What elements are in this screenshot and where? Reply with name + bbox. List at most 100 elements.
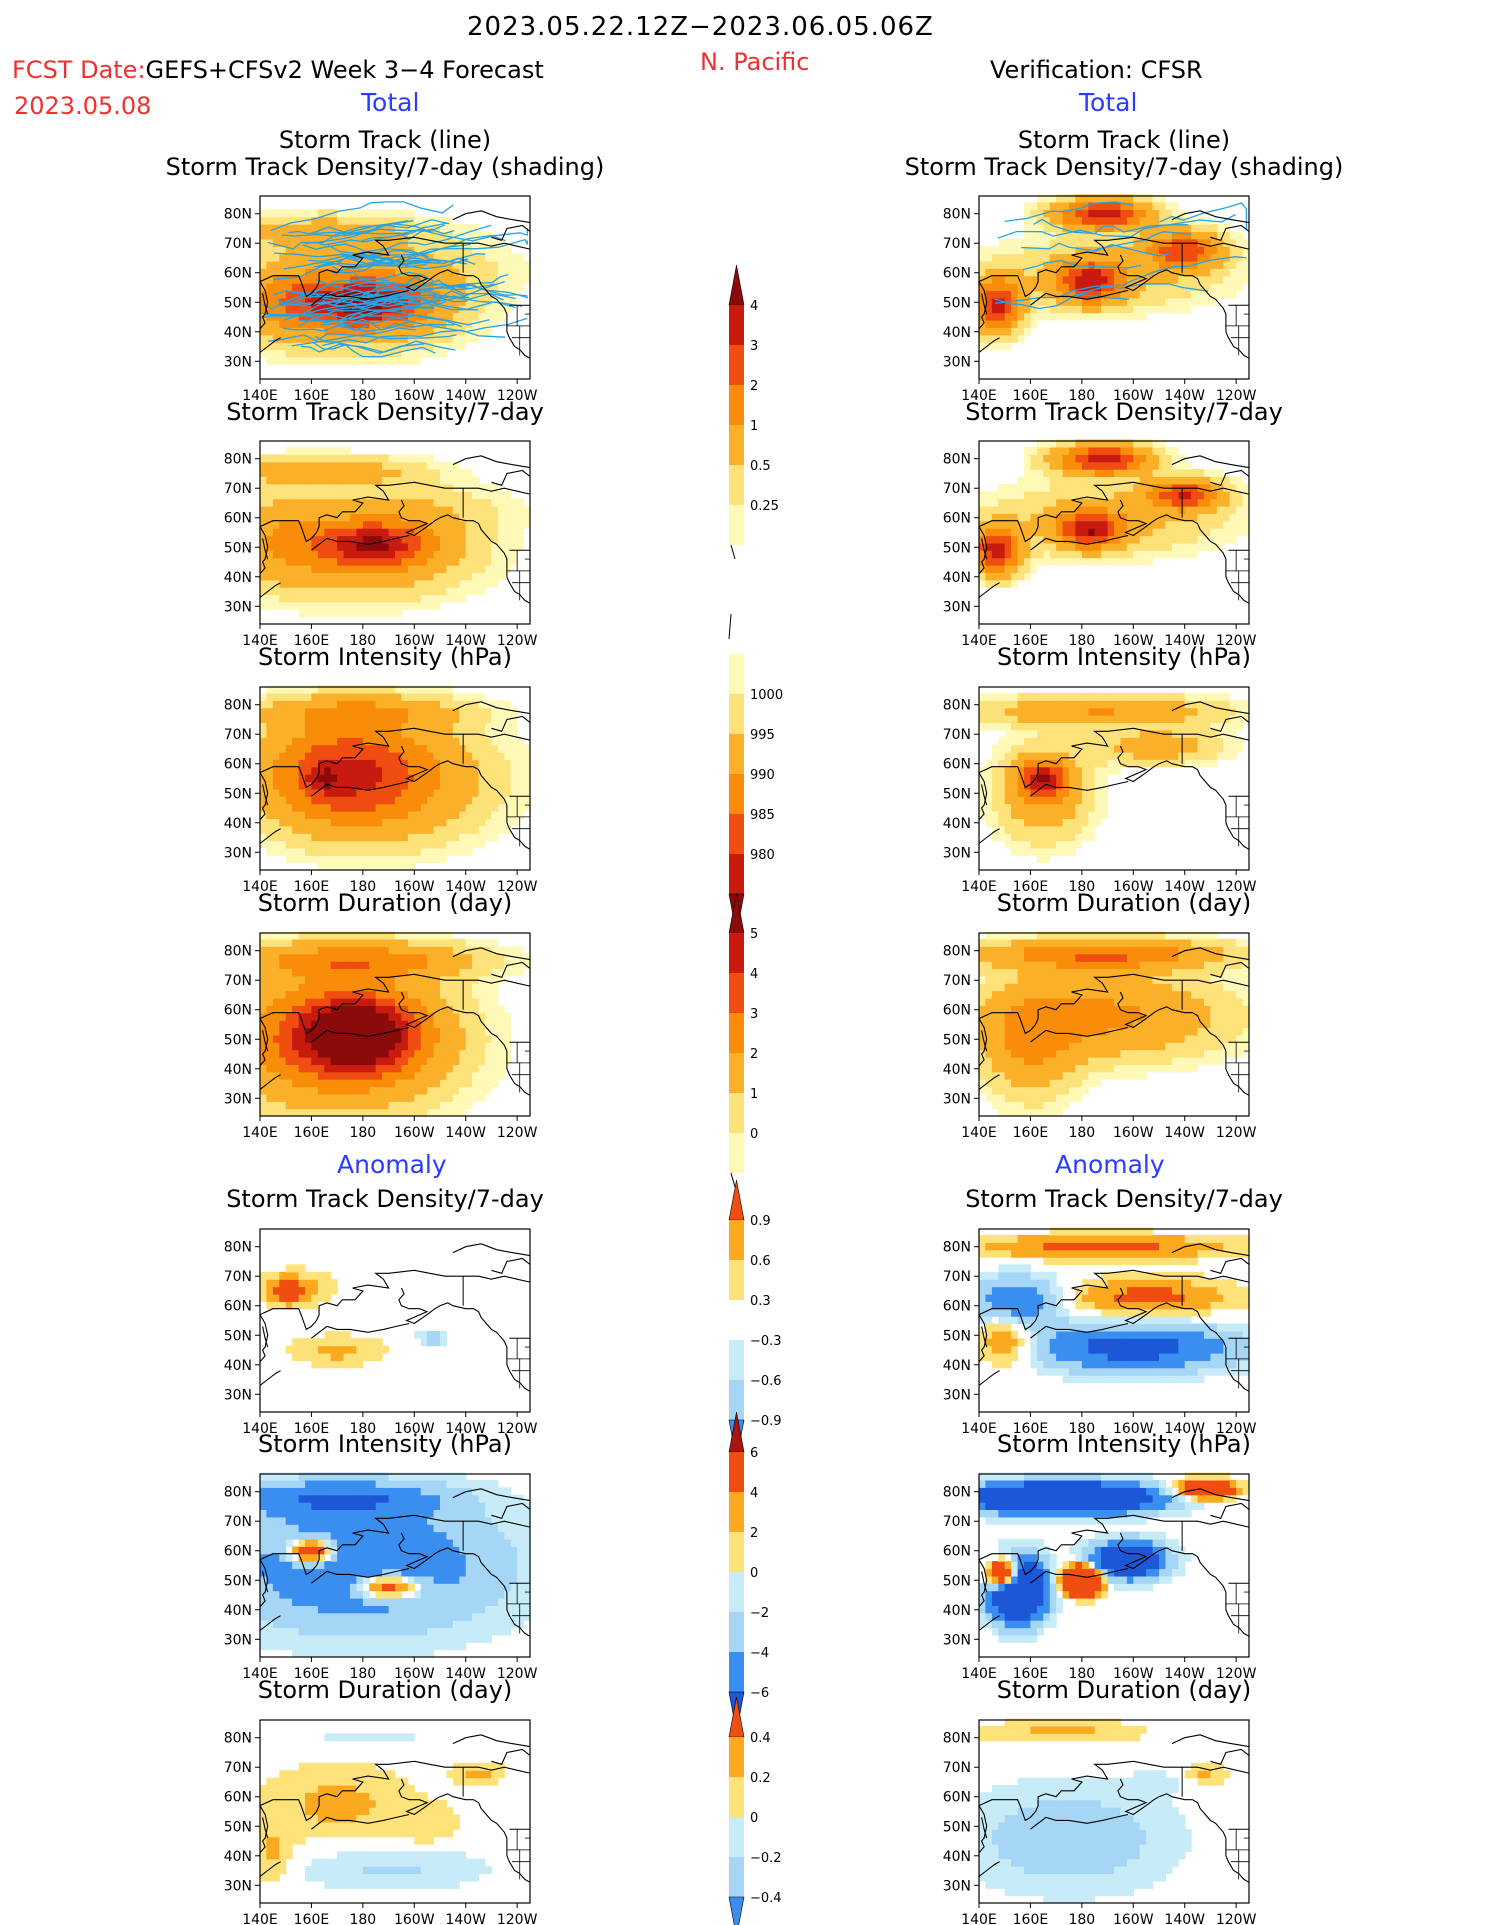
grid-cell bbox=[1197, 231, 1205, 240]
grid-cell bbox=[1159, 715, 1166, 723]
grid-cell bbox=[356, 692, 364, 701]
grid-cell bbox=[1236, 231, 1244, 240]
grid-cell bbox=[420, 476, 428, 485]
grid-cell bbox=[311, 253, 319, 262]
grid-cell bbox=[1152, 751, 1160, 760]
grid-cell bbox=[1011, 833, 1019, 842]
grid-cell bbox=[414, 1049, 422, 1058]
grid-cell bbox=[427, 1049, 435, 1058]
grid-cell bbox=[388, 275, 396, 284]
grid-cell bbox=[1101, 461, 1109, 470]
grid-cell bbox=[382, 587, 390, 596]
grid-cell bbox=[1036, 722, 1044, 731]
grid-cell bbox=[510, 796, 518, 805]
grid-cell bbox=[414, 692, 422, 701]
grid-cell bbox=[478, 231, 486, 240]
grid-cell bbox=[1024, 550, 1031, 559]
y-tick-label: 70N bbox=[943, 236, 971, 252]
grid-cell bbox=[1165, 260, 1173, 269]
x-tick-label: 180 bbox=[1068, 388, 1095, 404]
grid-cell bbox=[414, 290, 422, 299]
grid-cell bbox=[1184, 505, 1192, 514]
grid-cell bbox=[343, 305, 351, 314]
grid-cell bbox=[427, 513, 435, 522]
grid-cell bbox=[446, 579, 454, 588]
grid-cell bbox=[311, 1079, 319, 1088]
grid-cell bbox=[350, 609, 357, 618]
grid-cell bbox=[1216, 715, 1224, 723]
storm-track-line bbox=[302, 243, 429, 258]
grid-cell bbox=[317, 356, 325, 365]
grid-cell bbox=[1075, 700, 1083, 709]
grid-cell bbox=[433, 692, 441, 701]
grid-cell bbox=[1011, 818, 1019, 827]
grid-cell bbox=[427, 1057, 435, 1065]
grid-cell bbox=[279, 557, 287, 566]
grid-cell bbox=[292, 253, 300, 262]
grid-cell bbox=[407, 722, 415, 731]
grid-cell bbox=[414, 483, 422, 492]
grid-cell bbox=[350, 715, 357, 723]
grid-cell bbox=[337, 1064, 345, 1073]
grid-cell bbox=[1204, 283, 1211, 292]
storm-track-line bbox=[304, 228, 455, 245]
grid-cell bbox=[1210, 469, 1218, 477]
grid-cell bbox=[446, 685, 454, 694]
grid-cell bbox=[1120, 751, 1128, 760]
grid-cell bbox=[1152, 305, 1160, 314]
grid-cell bbox=[1152, 283, 1160, 292]
grid-cell bbox=[311, 751, 319, 760]
grid-cell bbox=[427, 729, 435, 738]
grid-cell bbox=[1075, 833, 1083, 842]
grid-cell bbox=[260, 1079, 267, 1088]
grid-cell bbox=[266, 847, 274, 856]
grid-cell bbox=[337, 744, 345, 753]
grid-cell bbox=[1017, 572, 1025, 581]
grid-cell bbox=[266, 833, 274, 842]
grid-cell bbox=[1049, 283, 1057, 292]
grid-cell bbox=[1069, 550, 1076, 559]
grid-cell bbox=[305, 513, 312, 522]
grid-cell bbox=[1210, 535, 1218, 544]
grid-cell bbox=[1036, 700, 1044, 709]
grid-cell bbox=[427, 528, 435, 537]
grid-cell bbox=[1062, 224, 1070, 232]
coastline bbox=[398, 745, 531, 850]
grid-cell bbox=[369, 1049, 377, 1058]
grid-cell bbox=[1069, 847, 1076, 856]
grid-cell bbox=[420, 498, 428, 507]
grid-cell bbox=[427, 498, 435, 507]
grid-cell bbox=[1043, 759, 1051, 768]
grid-cell bbox=[350, 209, 357, 218]
grid-cell bbox=[1011, 751, 1019, 760]
grid-cell bbox=[285, 224, 293, 232]
grid-cell bbox=[260, 290, 267, 299]
grid-cell bbox=[414, 1079, 422, 1088]
grid-cell bbox=[414, 542, 422, 551]
grid-cell bbox=[305, 498, 312, 507]
grid-cell bbox=[343, 803, 351, 812]
grid-cell bbox=[1004, 513, 1012, 522]
grid-cell bbox=[1030, 312, 1038, 321]
grid-cell bbox=[1139, 737, 1147, 746]
grid-cell bbox=[343, 535, 351, 544]
grid-cell bbox=[478, 275, 486, 284]
grid-cell bbox=[504, 260, 512, 269]
grid-cell bbox=[497, 781, 505, 790]
grid-cell bbox=[1126, 446, 1134, 455]
grid-cell bbox=[1165, 513, 1173, 522]
grid-cell bbox=[324, 454, 332, 463]
grid-cell bbox=[1191, 268, 1199, 277]
grid-cell bbox=[1216, 722, 1224, 731]
grid-cell bbox=[317, 1064, 325, 1073]
grid-cell bbox=[998, 759, 1006, 768]
grid-cell bbox=[1159, 759, 1166, 768]
grid-cell bbox=[1011, 275, 1019, 284]
storm-track-line bbox=[313, 257, 476, 270]
grid-cell bbox=[1107, 737, 1115, 746]
storm-track-line bbox=[300, 340, 456, 353]
grid-cell bbox=[382, 1079, 390, 1088]
grid-cell bbox=[1146, 528, 1154, 537]
grid-cell bbox=[292, 811, 300, 819]
grid-cell bbox=[1043, 520, 1051, 529]
